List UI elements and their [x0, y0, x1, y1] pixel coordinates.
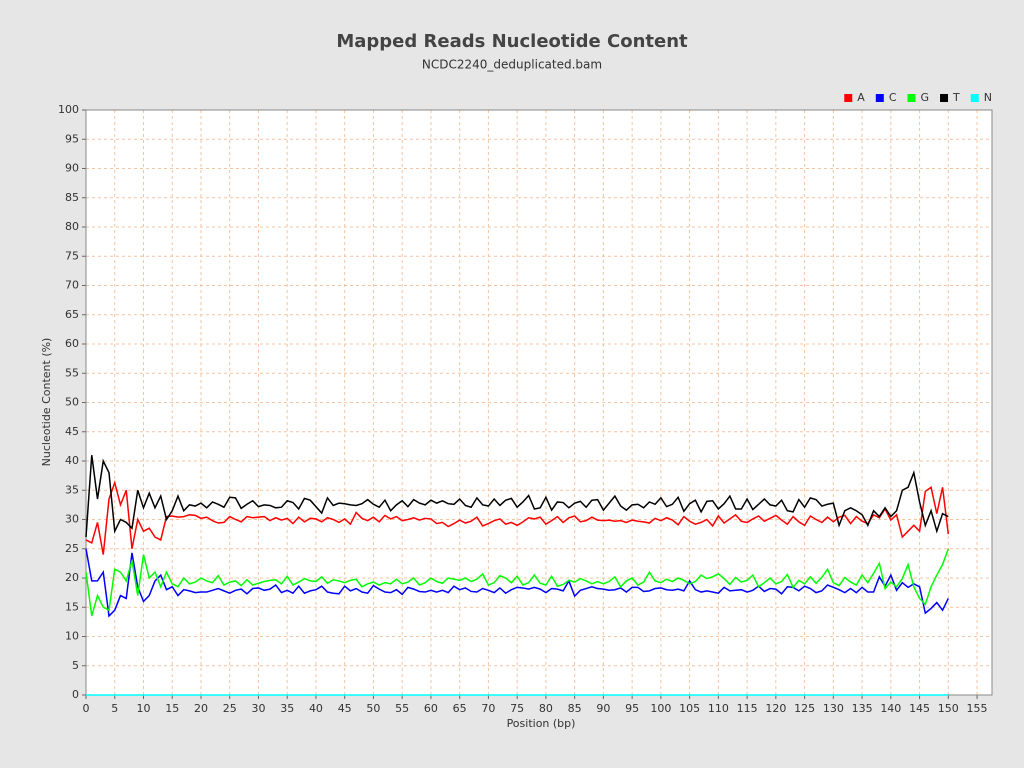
legend-swatch: [970, 94, 979, 102]
x-tick-label: 55: [395, 702, 409, 715]
x-tick-label: 45: [338, 702, 352, 715]
series-line: [85, 548, 950, 617]
y-tick-label: 70: [65, 279, 79, 292]
x-tick-label: 105: [679, 702, 700, 715]
legend-swatch: [844, 94, 853, 102]
x-tick-label: 110: [708, 702, 729, 715]
series-line: [85, 480, 950, 555]
y-tick-label: 85: [65, 191, 79, 204]
y-tick-label: 20: [65, 571, 79, 584]
y-tick-label: 100: [58, 103, 79, 116]
legend-swatch: [875, 94, 884, 102]
x-tick-label: 15: [165, 702, 179, 715]
x-tick-label: 60: [424, 702, 438, 715]
y-tick-label: 55: [65, 366, 79, 379]
x-tick-label: 150: [938, 702, 959, 715]
legend-label: A: [857, 91, 865, 104]
x-tick-label: 90: [596, 702, 610, 715]
y-tick-label: 30: [65, 513, 79, 526]
x-tick-label: 70: [481, 702, 495, 715]
legend-label: N: [984, 91, 992, 104]
x-tick-label: 20: [194, 702, 208, 715]
y-tick-label: 95: [65, 132, 79, 145]
y-axis-label: Nucleotide Content (%): [40, 338, 53, 467]
x-tick-label: 5: [111, 702, 118, 715]
x-tick-label: 125: [794, 702, 815, 715]
y-tick-label: 45: [65, 425, 79, 438]
x-tick-label: 30: [251, 702, 265, 715]
y-tick-label: 25: [65, 542, 79, 555]
x-tick-label: 100: [650, 702, 671, 715]
x-tick-label: 40: [309, 702, 323, 715]
y-tick-label: 50: [65, 396, 79, 409]
x-tick-label: 135: [852, 702, 873, 715]
series-line: [85, 455, 949, 538]
legend-label: T: [952, 91, 960, 104]
chart-title: Mapped Reads Nucleotide Content: [336, 31, 688, 52]
y-tick-label: 75: [65, 249, 79, 262]
y-tick-label: 5: [72, 659, 79, 672]
y-tick-label: 80: [65, 220, 79, 233]
y-tick-label: 15: [65, 600, 79, 613]
series-line: [85, 548, 949, 618]
x-tick-label: 75: [510, 702, 524, 715]
x-tick-label: 115: [737, 702, 758, 715]
x-tick-label: 120: [765, 702, 786, 715]
legend-label: G: [921, 91, 930, 104]
x-tick-label: 65: [453, 702, 467, 715]
y-tick-label: 35: [65, 483, 79, 496]
x-tick-label: 10: [136, 702, 150, 715]
y-tick-label: 65: [65, 308, 79, 321]
x-tick-label: 50: [366, 702, 380, 715]
y-tick-label: 40: [65, 454, 79, 467]
x-tick-label: 85: [568, 702, 582, 715]
y-tick-label: 90: [65, 162, 79, 175]
x-tick-label: 140: [880, 702, 901, 715]
x-tick-label: 35: [280, 702, 294, 715]
x-tick-label: 25: [223, 702, 237, 715]
y-tick-label: 0: [72, 688, 79, 701]
legend-swatch: [940, 94, 949, 102]
x-tick-label: 80: [539, 702, 553, 715]
x-tick-label: 145: [909, 702, 930, 715]
x-axis-label: Position (bp): [507, 717, 576, 730]
legend-label: C: [889, 91, 897, 104]
x-tick-label: 95: [625, 702, 639, 715]
x-tick-label: 130: [823, 702, 844, 715]
legend-swatch: [907, 94, 916, 102]
y-tick-label: 60: [65, 337, 79, 350]
x-tick-label: 0: [83, 702, 90, 715]
y-tick-label: 10: [65, 630, 79, 643]
chart-subtitle: NCDC2240_deduplicated.bam: [422, 58, 602, 72]
x-tick-label: 155: [967, 702, 988, 715]
